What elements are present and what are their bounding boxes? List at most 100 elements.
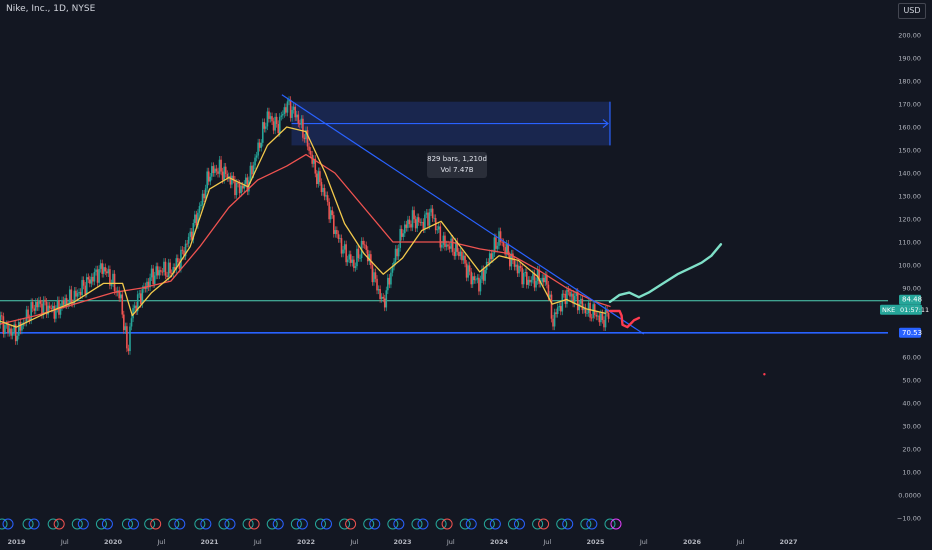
measure-bars-text: 829 bars, 1,210d [427,155,487,163]
candle-body [519,265,522,268]
earnings-event-icon [101,518,113,530]
dividend-event-icon [95,518,107,530]
candle-body [175,258,178,270]
candle-body [170,273,173,274]
dividend-event-icon [242,518,254,530]
candle-body [241,185,244,189]
candle-body [601,313,604,320]
measure-volume-text: Vol 7.47B [440,166,474,174]
candle-body [544,275,547,283]
candle-body [283,107,286,115]
candle-body [354,266,357,268]
earnings-event-icon [174,518,186,530]
candle-body [499,231,502,242]
candle-body [584,307,587,314]
candle-body [177,258,179,263]
candle-body [444,235,446,247]
candle-body [135,305,137,312]
ticker-label: NKE [882,306,895,314]
candle-body [376,278,378,291]
candle-body [33,308,36,311]
candle-body [53,305,56,319]
candle-body [217,171,219,174]
candle-body [31,302,34,309]
candle-body [465,263,468,278]
candle-body [186,243,188,245]
candle-body [173,267,176,270]
candle-body [62,300,65,305]
candle-body [101,263,103,274]
candle-body [75,290,77,297]
candle-body [536,269,539,282]
earnings-event-icon [369,518,381,530]
candle-body [593,304,596,315]
y-tick-label: −10.00 [897,515,921,523]
candle-body [107,269,110,274]
candle-body [600,313,602,323]
earnings-event-icon [417,518,429,530]
bullish-forecast-path [608,243,723,303]
candle-body [249,165,252,181]
candle-body [204,188,207,199]
candle-body [10,328,12,336]
candle-body [246,177,249,192]
x-tick-label: 2023 [393,538,411,546]
candle-body [278,116,281,133]
candle-body [275,116,278,125]
candle-body [390,272,392,285]
candle-body [169,262,171,274]
candle-body [36,301,39,308]
candle-body [441,244,443,248]
candle-body [373,272,375,283]
candle-body [99,263,102,269]
candle-body [85,277,88,294]
candle-body [269,116,272,119]
candle-body [319,171,321,183]
dividend-event-icon [290,518,302,530]
candle-body [73,290,76,304]
candle-body [96,269,99,283]
candle-body [425,212,428,215]
candle-body [461,251,463,261]
currency-button[interactable]: USD [898,3,926,19]
candle-body [607,312,610,319]
candle-body [368,254,371,262]
candle-body [19,322,22,331]
candle-body [292,106,295,110]
candle-body [439,226,442,248]
candle-body [95,269,97,272]
y-tick-label: 110.00 [898,239,921,247]
x-tick-label: Jul [735,538,744,546]
candle-body [110,283,113,286]
candle-body [5,324,8,326]
candle-body [569,291,571,297]
earnings-event-icon [538,518,550,530]
candle-body [92,276,94,282]
candle-body [505,243,508,255]
candle-body [326,195,329,202]
candle-body [302,118,304,138]
candle-body [2,316,5,334]
symbol-title[interactable]: Nike, Inc., 1D, NYSE [6,4,96,14]
candle-body [357,248,360,259]
candle-body [515,264,517,267]
candle-body [570,293,573,297]
dividend-event-icon [507,518,519,530]
candle-body [164,261,167,276]
candle-body [244,177,247,184]
candle-body [226,173,229,179]
candle-body [430,208,432,213]
candle-body [482,269,485,281]
candle-body [124,326,127,331]
earnings-event-icon [393,518,405,530]
candle-body [417,217,420,223]
candle-body [501,241,503,243]
candle-body [328,201,330,220]
candle-body [450,238,452,249]
candle-body [16,335,19,342]
candle-body [538,269,540,284]
candle-body [1,315,3,317]
ma-fast-line [0,126,606,328]
candle-body [325,195,327,197]
